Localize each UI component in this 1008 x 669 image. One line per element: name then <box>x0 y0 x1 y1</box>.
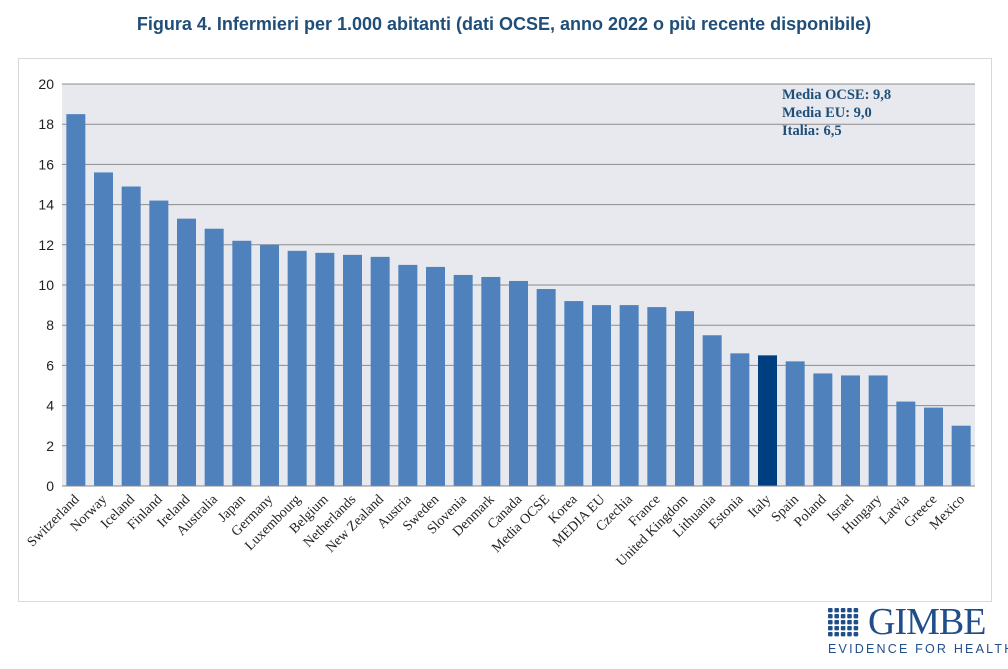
logo-dot <box>853 608 859 613</box>
bar-estonia <box>730 353 750 486</box>
bar-lithuania <box>702 335 722 486</box>
logo-dot <box>847 632 852 637</box>
bar-latvia <box>896 401 916 486</box>
logo-dot <box>828 620 833 625</box>
bar-australia <box>204 228 224 486</box>
bar-new-zealand <box>370 256 390 486</box>
bar-denmark <box>481 276 501 486</box>
logo-dot <box>840 632 846 637</box>
bar-switzerland <box>66 114 86 487</box>
bar-media-ocse <box>536 289 556 486</box>
bar-slovenia <box>453 274 473 486</box>
logo-dot <box>853 614 859 619</box>
bar-japan <box>232 240 252 486</box>
logo-dot <box>853 632 859 637</box>
y-tick-label: 8 <box>46 317 54 333</box>
bar-greece <box>924 407 943 486</box>
bar-media-eu <box>592 305 611 486</box>
y-tick-label: 0 <box>46 478 54 494</box>
bar-poland <box>813 373 833 486</box>
logo-dot <box>847 608 852 613</box>
bar-norway <box>94 172 113 486</box>
y-tick-label: 18 <box>38 116 54 132</box>
logo-tagline: EVIDENCE FOR HEALTH <box>828 642 1008 656</box>
y-tick-label: 14 <box>38 197 54 213</box>
bar-united-kingdom <box>675 311 694 486</box>
bar-austria <box>398 264 418 486</box>
bar-netherlands <box>343 254 362 486</box>
y-tick-label: 10 <box>38 277 54 293</box>
logo-dot <box>847 626 852 631</box>
logo-grid-icon <box>828 608 859 637</box>
logo-dot <box>847 614 852 619</box>
y-tick-label: 12 <box>38 237 54 253</box>
logo-dot <box>834 620 839 625</box>
y-tick-label: 6 <box>46 357 54 373</box>
gimbe-logo: GIMBE EVIDENCE FOR HEALTH <box>828 601 1008 662</box>
logo-wordmark: GIMBE <box>868 601 986 643</box>
logo-dot <box>828 608 833 613</box>
annotation: Italia: 6,5 <box>782 123 842 139</box>
y-tick-label: 20 <box>38 76 54 92</box>
bar-czechia <box>619 305 639 486</box>
logo-dot <box>834 626 839 631</box>
bar-france <box>647 307 667 486</box>
bar-ireland <box>177 218 196 487</box>
bar-canada <box>509 280 528 486</box>
logo-dot <box>840 608 846 613</box>
logo-dot <box>828 614 833 619</box>
chart-frame <box>18 58 992 602</box>
logo-dot <box>828 626 833 631</box>
logo-dot <box>828 632 833 637</box>
bar-iceland <box>121 186 141 486</box>
bar-finland <box>149 200 169 486</box>
logo-dot <box>840 626 846 631</box>
bar-belgium <box>315 252 335 486</box>
bar-korea <box>564 301 584 486</box>
bar-sweden <box>426 266 445 486</box>
bar-italy <box>758 355 777 486</box>
bar-germany <box>260 244 279 486</box>
x-tick-label: Poland <box>792 492 830 530</box>
logo-dot <box>853 626 859 631</box>
logo-dot <box>847 620 852 625</box>
bar-israel <box>841 375 860 486</box>
y-tick-label: 2 <box>46 438 54 454</box>
annotation: Media EU: 9,0 <box>782 105 872 121</box>
chart-title: Figura 4. Infermieri per 1.000 abitanti … <box>136 14 872 34</box>
bar-spain <box>785 361 805 486</box>
bar-luxembourg <box>287 250 307 486</box>
logo-dot <box>840 620 846 625</box>
bar-hungary <box>868 375 888 486</box>
logo-dot <box>834 608 839 613</box>
logo-dot <box>840 614 846 619</box>
y-tick-label: 16 <box>38 156 54 172</box>
y-tick-label: 4 <box>46 398 54 414</box>
logo-dot <box>853 620 859 625</box>
bar-mexico <box>951 425 971 486</box>
annotation: Media OCSE: 9,8 <box>782 87 891 103</box>
logo-dot <box>834 632 839 637</box>
logo-dot <box>834 614 839 619</box>
